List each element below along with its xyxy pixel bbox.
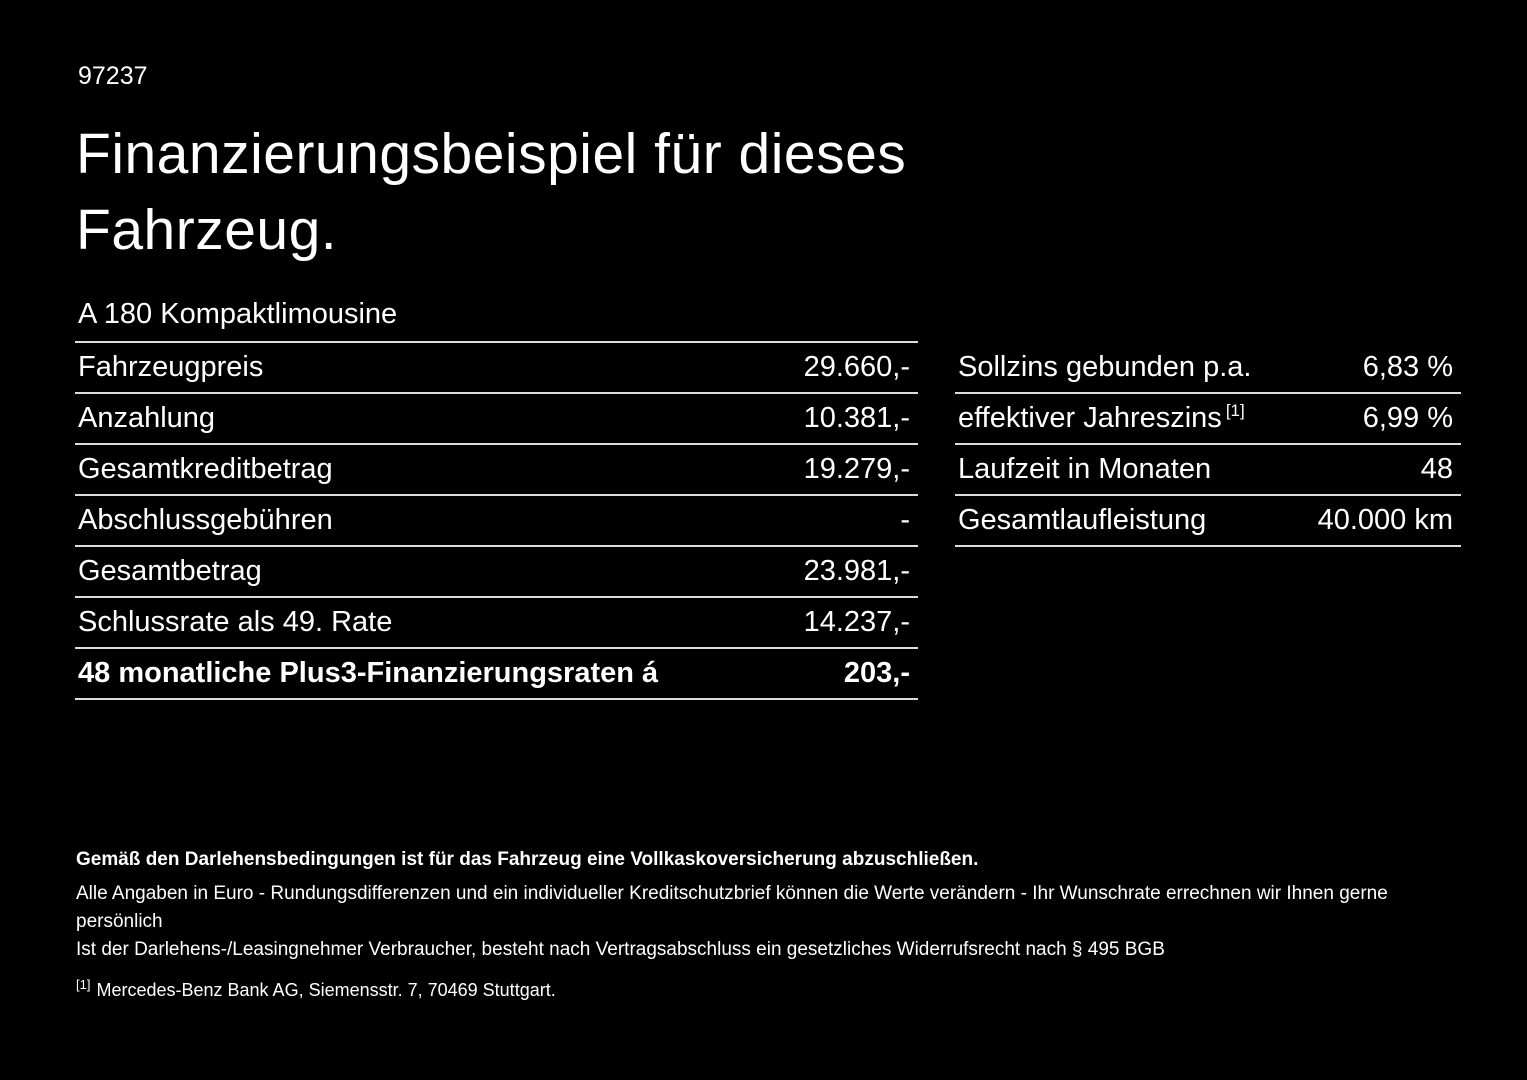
row-label: Fahrzeugpreis <box>78 351 264 383</box>
table-row-anzahlung: Anzahlung 10.381,- <box>75 394 918 445</box>
row-value: 203,- <box>843 657 910 689</box>
conditions-table: Sollzins gebunden p.a. 6,83 % effektiver… <box>955 343 1461 547</box>
row-label: 48 monatliche Plus3-Finanzierungsraten á <box>78 657 659 689</box>
footnote-insurance: Gemäß den Darlehensbedingungen ist für d… <box>76 849 979 870</box>
footnote-euro-note: Alle Angaben in Euro - Rundungsdifferenz… <box>76 883 1388 932</box>
row-label-text: effektiver Jahreszins <box>958 402 1222 434</box>
row-value: 23.981,- <box>803 555 910 587</box>
row-label: Gesamtbetrag <box>78 555 262 587</box>
footnote-bank-reference: [1] Mercedes-Benz Bank AG, Siemensstr. 7,… <box>76 976 1456 1004</box>
row-label: Anzahlung <box>78 402 216 434</box>
table-row-sollzins: Sollzins gebunden p.a. 6,83 % <box>955 343 1461 394</box>
table-row-laufzeit: Laufzeit in Monaten 48 <box>955 445 1461 496</box>
row-label: Abschlussgebühren <box>78 504 333 536</box>
table-row-fahrzeugpreis: Fahrzeugpreis 29.660,- <box>75 343 918 394</box>
footnote-ref-marker: [1] <box>76 977 91 992</box>
financing-table: Fahrzeugpreis 29.660,- Anzahlung 10.381,… <box>75 341 918 700</box>
table-row-gesamtlaufleistung: Gesamtlaufleistung 40.000 km <box>955 496 1461 547</box>
page-title-line1: Finanzierungsbeispiel für dieses <box>76 122 907 186</box>
footnotes-section: Gemäß den Darlehensbedingungen ist für d… <box>76 846 1456 1004</box>
footnote-marker: [1] <box>1225 401 1245 421</box>
table-row-schlussrate: Schlussrate als 49. Rate 14.237,- <box>75 598 918 649</box>
row-value: 6,99 % <box>1362 402 1453 434</box>
table-row-gesamtbetrag: Gesamtbetrag 23.981,- <box>75 547 918 598</box>
row-label: Gesamtkreditbetrag <box>78 453 333 485</box>
footnote-widerrufsrecht: Ist der Darlehens-/Leasingnehmer Verbrau… <box>76 939 1165 960</box>
table-row-effektiver-jahreszins: effektiver Jahreszins [1] 6,99 % <box>955 394 1461 445</box>
row-label: Laufzeit in Monaten <box>958 453 1212 485</box>
row-label: effektiver Jahreszins [1] <box>958 402 1245 435</box>
row-value: 6,83 % <box>1362 351 1453 383</box>
row-value: 10.381,- <box>803 402 910 434</box>
row-value: 48 <box>1420 453 1453 485</box>
page-title-line2: Fahrzeug. <box>76 198 338 262</box>
document-number: 97237 <box>78 62 148 90</box>
row-value: - <box>900 504 910 536</box>
table-row-abschlussgebuehren: Abschlussgebühren - <box>75 496 918 547</box>
row-label: Sollzins gebunden p.a. <box>958 351 1252 383</box>
page-title: Finanzierungsbeispiel für dieses Fahrzeu… <box>76 116 906 268</box>
table-row-gesamtkreditbetrag: Gesamtkreditbetrag 19.279,- <box>75 445 918 496</box>
footnote-ref-text: Mercedes-Benz Bank AG, Siemensstr. 7, 70… <box>96 980 556 1000</box>
table-row-monatsrate: 48 monatliche Plus3-Finanzierungsraten á… <box>75 649 918 700</box>
row-value: 14.237,- <box>803 606 910 638</box>
row-label: Gesamtlaufleistung <box>958 504 1207 536</box>
row-value: 29.660,- <box>803 351 910 383</box>
vehicle-model: A 180 Kompaktlimousine <box>78 298 398 330</box>
row-label: Schlussrate als 49. Rate <box>78 606 393 638</box>
row-value: 19.279,- <box>803 453 910 485</box>
row-value: 40.000 km <box>1317 504 1453 536</box>
